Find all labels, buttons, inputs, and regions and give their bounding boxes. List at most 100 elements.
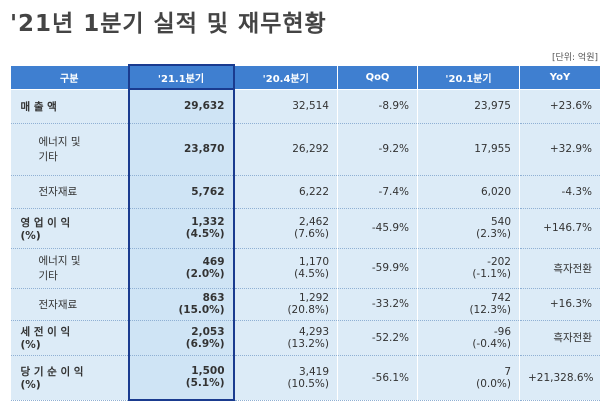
cell-line: 23,975 [474, 100, 511, 112]
cell-line: -4.3% [561, 185, 592, 198]
cell-line: (%) [20, 339, 41, 351]
cell: -33.2% [337, 288, 418, 321]
cell-line: -52.2% [371, 331, 409, 344]
cell-line: 1,292 [298, 292, 329, 304]
cell-line: 흑자전환 [553, 262, 592, 275]
cell-line: 전자재료 [38, 186, 78, 198]
cell-line: (10.5%) [287, 377, 329, 390]
cell-line: (12.3%) [469, 304, 511, 316]
cell-line: (15.0%) [178, 304, 225, 316]
cell: 742 (12.3%) [417, 288, 520, 321]
cell-line: 469 [202, 256, 225, 268]
table-row: 영 업 이 익 (%) 1,332 (4.5%) 2,462 (7.6%) -45.9% 54… [10, 208, 601, 249]
cell-line: 1,170 [298, 256, 329, 268]
cell-line: 1,332 [191, 216, 225, 228]
cell-line: 26,292 [292, 143, 329, 155]
cell: 4,293 (13.2%) [233, 320, 338, 356]
cell-line: -59.9% [371, 262, 409, 274]
cell-line: (20.8%) [287, 304, 329, 316]
table-row: 당 기 순 이 익 (%) 1,500 (5.1%) 3,419 (10.5%) -56.1… [10, 355, 601, 401]
cell-line: +21,328.6% [528, 371, 594, 384]
cell: 흑자전환 [519, 320, 601, 356]
cell: -4.3% [519, 175, 601, 209]
cell: -56.1% [337, 355, 418, 401]
row-label: 매 출 액 [10, 89, 129, 124]
cell: 32,514 [233, 89, 338, 124]
cell-line: 1,500 [191, 365, 225, 378]
cell-line: +23.6% [549, 100, 592, 112]
cell-line: 전자재료 [38, 298, 78, 311]
row-label: 에너지 및 기타 [10, 123, 129, 176]
cell: 540 (2.3%) [417, 208, 520, 249]
column-header: YoY [519, 64, 601, 90]
cell: 1,500 (5.1%) [127, 355, 235, 401]
cell: -45.9% [337, 208, 418, 249]
cell: 29,632 [127, 89, 235, 124]
cell: 23,870 [127, 123, 235, 176]
cell-line: 863 [202, 292, 225, 304]
cell-line: 2,462 [298, 216, 329, 228]
cell-line: 23,870 [183, 143, 225, 155]
cell-line: (4.5%) [294, 268, 329, 280]
cell-line: 5,762 [191, 185, 225, 198]
table-row: 세 전 이 익 (%) 2,053 (6.9%) 4,293 (13.2%) -52.2% -… [10, 320, 601, 356]
cell-line: +16.3% [549, 298, 592, 310]
cell-line: (7.6%) [294, 228, 329, 240]
cell: -8.9% [337, 89, 418, 124]
cell-line: 742 [490, 292, 511, 304]
cell: -9.2% [337, 123, 418, 176]
cell-line: 영 업 이 익 [20, 216, 71, 229]
cell: 863 (15.0%) [127, 288, 235, 321]
cell-line: -45.9% [371, 222, 409, 234]
cell: -96 (-0.4%) [417, 320, 520, 356]
column-header: '21.1분기 [127, 64, 235, 90]
column-header: '20.1분기 [417, 64, 520, 90]
cell: -7.4% [337, 175, 418, 209]
cell: -59.9% [337, 248, 418, 289]
cell-line: -33.2% [371, 298, 409, 310]
cell: 2,053 (6.9%) [127, 320, 235, 356]
cell-line: -96 [493, 325, 511, 338]
cell: -52.2% [337, 320, 418, 356]
cell-line: 32,514 [292, 100, 329, 112]
page-title: '21년 1분기 실적 및 재무현황 [10, 11, 327, 37]
row-label: 세 전 이 익 (%) [10, 320, 129, 356]
cell-line: 6,222 [298, 185, 329, 198]
cell-line: (5.1%) [185, 377, 225, 390]
cell-line: +146.7% [543, 222, 592, 234]
cell: -202 (-1.1%) [417, 248, 520, 289]
cell-line: 17,955 [474, 143, 511, 155]
cell-line: (%) [20, 229, 41, 242]
cell-line: (-1.1%) [472, 268, 511, 280]
cell: 3,419 (10.5%) [233, 355, 338, 401]
cell-line: 매 출 액 [20, 100, 57, 113]
cell-line: (2.0%) [185, 268, 225, 280]
unit-note: [단위: 억원] [551, 53, 598, 63]
cell-line: (%) [20, 379, 41, 391]
cell-line: 6,020 [480, 185, 511, 198]
cell: 26,292 [233, 123, 338, 176]
cell-line: 에너지 및 [38, 255, 81, 267]
row-label: 전자재료 [10, 288, 129, 321]
header-row: 구분 '21.1분기 '20.4분기 QoQ '20.1분기 YoY [10, 64, 601, 90]
cell: 5,762 [127, 175, 235, 209]
cell-line: (2.3%) [476, 228, 511, 240]
cell-line: 2,053 [191, 325, 225, 338]
cell-line: 4,293 [298, 325, 329, 338]
cell-line: 흑자전환 [553, 332, 592, 344]
cell: +23.6% [519, 89, 601, 124]
column-header: '20.4분기 [233, 64, 338, 90]
cell: +32.9% [519, 123, 601, 176]
cell-line: -9.2% [378, 143, 409, 155]
cell: 23,975 [417, 89, 520, 124]
cell-line: -7.4% [378, 185, 409, 198]
row-label: 당 기 순 이 익 (%) [10, 355, 129, 401]
cell-line: -56.1% [371, 371, 409, 384]
cell: 469 (2.0%) [127, 248, 235, 289]
table-row: 전자재료 5,762 6,222 -7.4% 6,020 -4.3% [10, 175, 601, 209]
cell-line: 기타 [38, 270, 58, 282]
column-header: QoQ [337, 64, 418, 90]
